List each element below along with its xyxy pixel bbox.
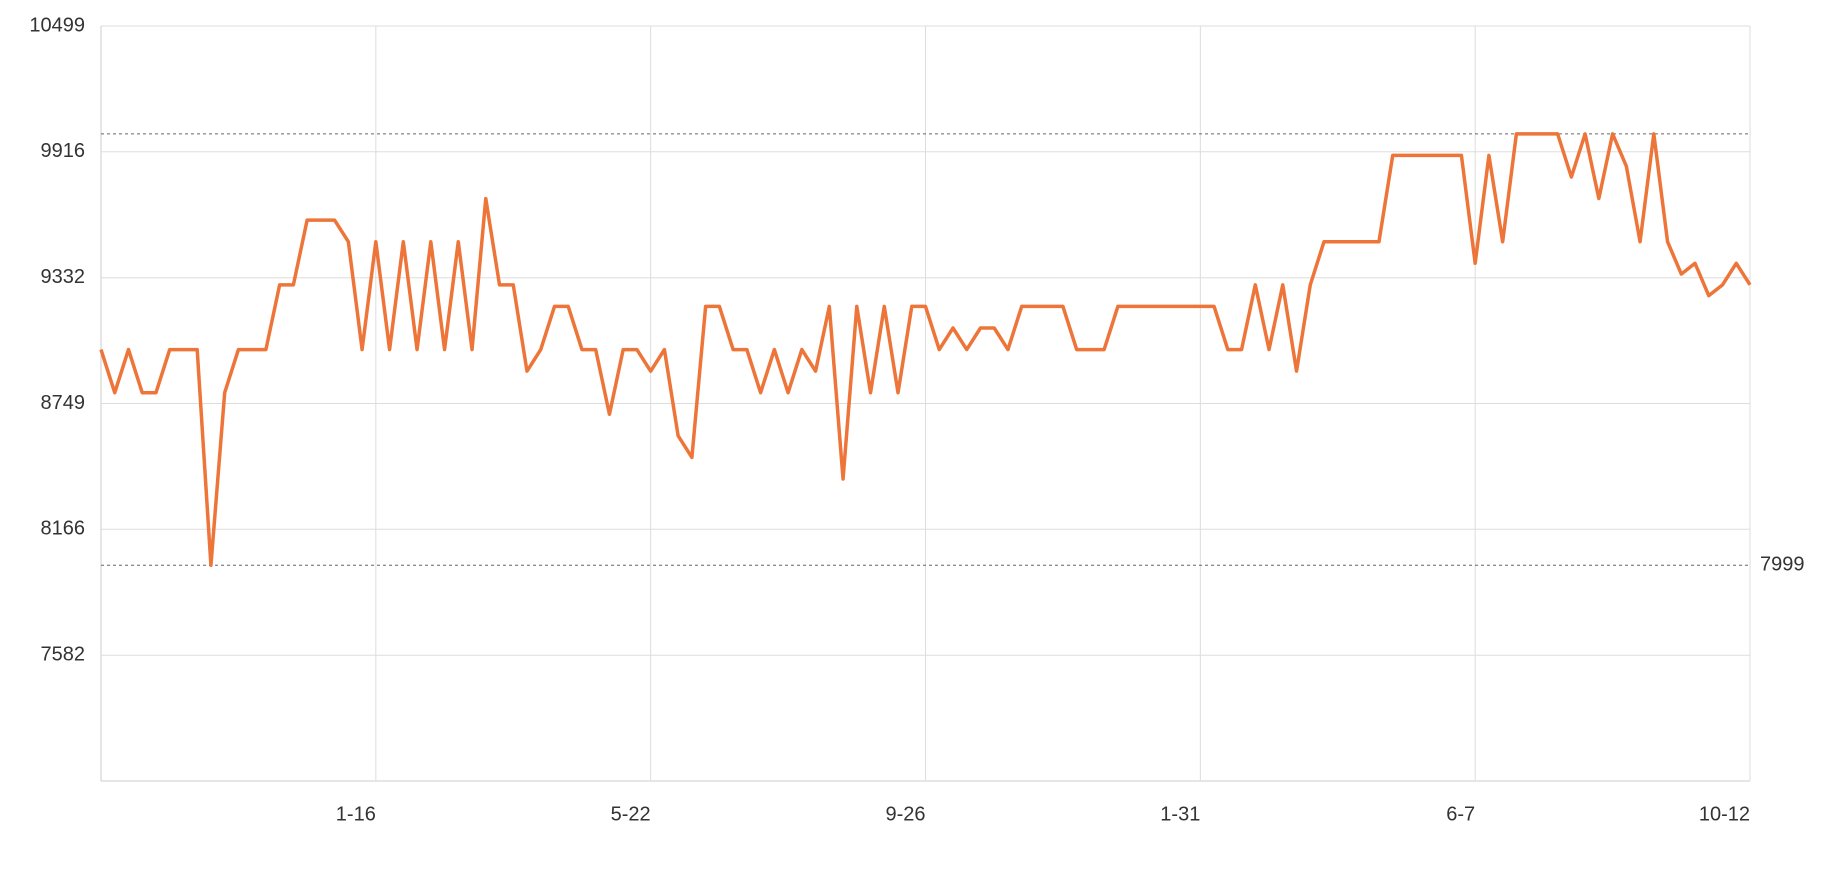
x-tick-label: 6-7 bbox=[1446, 803, 1475, 825]
price-line bbox=[99, 132, 1752, 568]
y-tick-label: 7582 bbox=[41, 644, 86, 666]
y-tick-label: 8166 bbox=[41, 518, 86, 540]
y-tick-label: 8749 bbox=[41, 392, 86, 414]
min-line-label: 7999 bbox=[1760, 554, 1805, 576]
x-tick-label: 10-12 bbox=[1699, 803, 1750, 825]
x-tick-label: 5-22 bbox=[611, 803, 651, 825]
x-tick-label: 1-16 bbox=[336, 803, 376, 825]
x-tick-label: 9-26 bbox=[885, 803, 925, 825]
y-tick-label: 10499 bbox=[29, 14, 85, 36]
y-tick-label: 9916 bbox=[41, 140, 86, 162]
x-tick-label: 1-31 bbox=[1160, 803, 1200, 825]
y-tick-label: 9332 bbox=[41, 266, 86, 288]
